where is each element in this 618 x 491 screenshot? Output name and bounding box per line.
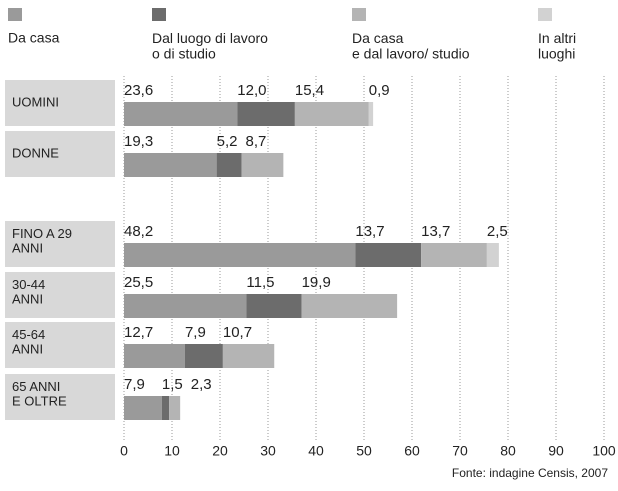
value-label: 10,7 (223, 324, 252, 341)
category-box (5, 374, 115, 420)
category-box (5, 322, 115, 368)
bar-segment (169, 396, 181, 420)
bar-segment (124, 153, 217, 177)
x-tick-label: 90 (548, 443, 564, 459)
value-label: 2,3 (191, 376, 212, 393)
value-label: 2,5 (487, 223, 508, 240)
value-label: 12,0 (237, 82, 266, 99)
bar-segment (222, 344, 275, 368)
value-label: 5,2 (217, 133, 238, 150)
x-tick-label: 20 (212, 443, 228, 459)
value-label: 12,7 (124, 324, 153, 341)
value-label: 0,9 (369, 82, 390, 99)
legend-swatch (8, 8, 22, 21)
bar-segment (246, 294, 302, 318)
category-label: DONNE (12, 145, 59, 160)
bar-segment (294, 102, 369, 126)
value-label: 11,5 (246, 274, 274, 291)
bar-segment (124, 102, 238, 126)
bar-segment (124, 294, 247, 318)
x-tick-label: 80 (500, 443, 516, 459)
category-box (5, 221, 115, 267)
value-label: 7,9 (185, 324, 206, 341)
category-label: 45-64 ANNI (12, 327, 45, 356)
category-label: UOMINI (12, 94, 59, 109)
category-box (5, 131, 115, 177)
category-box (5, 80, 115, 126)
x-tick-label: 0 (120, 443, 128, 459)
value-label: 8,7 (245, 133, 266, 150)
x-tick-label: 70 (452, 443, 468, 459)
bar-segment (124, 396, 162, 420)
bar-segment (184, 344, 223, 368)
bar-segment (421, 243, 487, 267)
legend-label: Da casa e dal lavoro/ studio (352, 30, 470, 61)
category-label: FINO A 29 ANNI (12, 226, 72, 255)
value-label: 23,6 (124, 82, 153, 99)
category-box (5, 272, 115, 318)
bar-segment (355, 243, 422, 267)
value-label: 19,9 (302, 274, 331, 291)
value-label: 19,3 (124, 133, 153, 150)
x-tick-label: 60 (404, 443, 420, 459)
category-label: 30-44 ANNI (12, 277, 45, 306)
value-label: 1,5 (162, 376, 183, 393)
value-label: 25,5 (124, 274, 153, 291)
bar-segment (216, 153, 242, 177)
legend-label: Da casa (8, 30, 60, 46)
value-label: 13,7 (355, 223, 384, 240)
bar-segment (237, 102, 295, 126)
value-label: 7,9 (124, 376, 145, 393)
value-label: 48,2 (124, 223, 153, 240)
x-tick-label: 100 (592, 443, 616, 459)
x-tick-label: 30 (260, 443, 276, 459)
bar-segment (301, 294, 398, 318)
bar-segment (241, 153, 284, 177)
bar-segment (124, 243, 356, 267)
category-label: 65 ANNI E OLTRE (12, 379, 67, 408)
legend-swatch (538, 8, 552, 21)
bar-segment (161, 396, 170, 420)
bar-segment (368, 102, 374, 126)
bar-segment (486, 243, 499, 267)
value-label: 13,7 (421, 223, 450, 240)
x-tick-label: 10 (164, 443, 180, 459)
legend-swatch (152, 8, 166, 21)
x-tick-label: 50 (356, 443, 372, 459)
value-label: 15,4 (295, 82, 324, 99)
source: Fonte: indagine Censis, 2007 (452, 466, 608, 480)
legend-label: In altri luoghi (538, 30, 576, 61)
bar-segment (124, 344, 185, 368)
x-tick-label: 40 (308, 443, 324, 459)
legend-swatch (352, 8, 366, 21)
legend-label: Dal luogo di lavoro o di studio (152, 30, 268, 61)
